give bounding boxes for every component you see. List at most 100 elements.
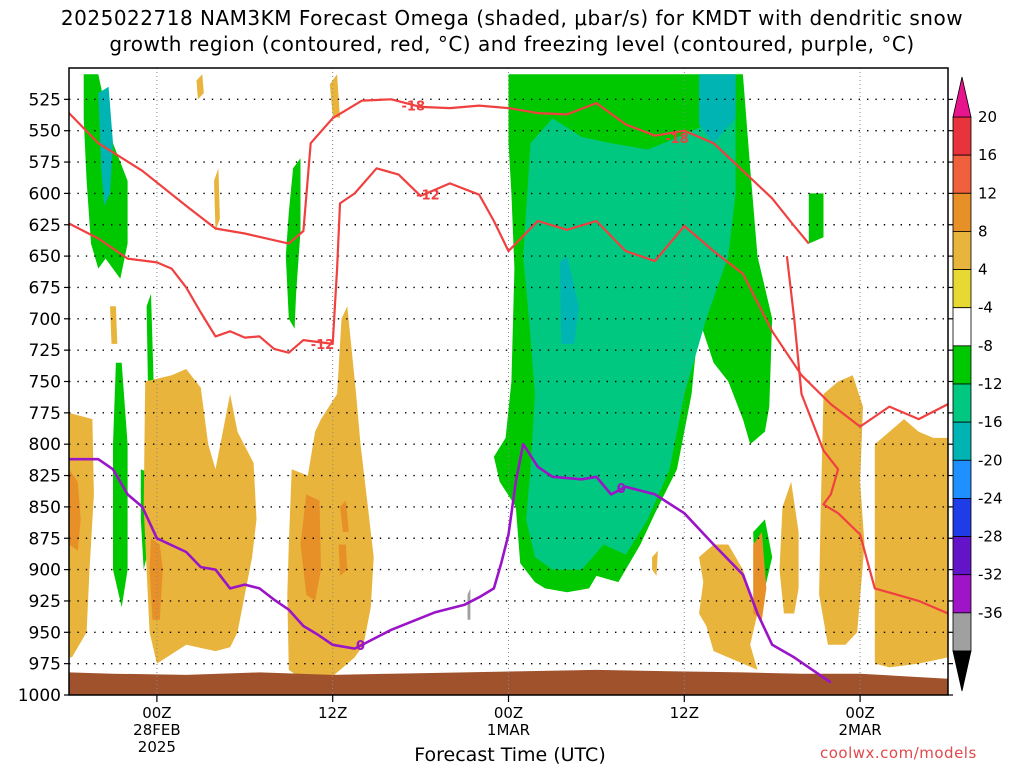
- omega-region-6: [808, 193, 824, 244]
- colorbar-bin-7: [952, 383, 972, 423]
- contour-isotherm-2: [785, 255, 948, 615]
- omega-region-13: [143, 369, 257, 664]
- colorbar-label-6: -8: [978, 337, 993, 355]
- omega-region-21: [819, 375, 865, 645]
- colorbar-label-12: -32: [978, 566, 1003, 584]
- xlabel-0-1: 28FEB: [133, 721, 180, 739]
- omega-region-26: [300, 494, 321, 601]
- ylabel-650: 650: [29, 247, 61, 267]
- colorbar-label-4: 4: [978, 261, 988, 279]
- omega-region-24: [69, 469, 81, 551]
- omega-region-1: [146, 293, 154, 394]
- xlabel-2-0: 00Z: [494, 704, 523, 722]
- colorbar-bin-8: [952, 421, 972, 461]
- colorbar-bin-3: [952, 231, 972, 270]
- omega-region-11: [699, 74, 736, 144]
- ylabel-550: 550: [29, 122, 61, 142]
- ylabel-775: 775: [29, 404, 61, 424]
- ylabel-850: 850: [29, 498, 61, 518]
- omega-region-20: [779, 481, 799, 614]
- chart-title-line1: 2025022718 NAM3KM Forecast Omega (shaded…: [60, 6, 964, 30]
- colorbar-bin-13: [952, 612, 972, 652]
- colorbar-bottom-arrow: [952, 650, 972, 692]
- contour-label-5: 0: [617, 482, 626, 497]
- omega-region-25: [149, 538, 163, 620]
- colorbar-bin-0: [952, 116, 972, 156]
- ylabel-575: 575: [29, 153, 61, 173]
- omega-region-4: [285, 158, 301, 329]
- xlabel-0-0: 00Z: [142, 704, 171, 722]
- omega-region-30: [467, 588, 471, 620]
- ylabel-875: 875: [29, 529, 61, 549]
- colorbar-label-1: 16: [978, 146, 997, 164]
- x-axis-title: Forecast Time (UTC): [414, 744, 606, 766]
- ylabel-925: 925: [29, 592, 61, 612]
- ylabel-725: 725: [29, 341, 61, 361]
- omega-region-10: [559, 256, 579, 344]
- colorbar-label-10: -24: [978, 489, 1003, 507]
- ylabel-525: 525: [29, 90, 61, 110]
- contour-label-1: -18: [665, 132, 689, 147]
- omega-region-22: [874, 419, 948, 668]
- contour-label-0: -18: [402, 100, 426, 115]
- colorbar-label-8: -16: [978, 413, 1003, 431]
- colorbar-bin-11: [952, 536, 972, 576]
- ylabel-1000: 1000: [18, 686, 61, 706]
- colorbar-bin-4: [952, 269, 972, 309]
- colorbar-label-9: -20: [978, 451, 1003, 469]
- ylabel-800: 800: [29, 435, 61, 455]
- ylabel-825: 825: [29, 467, 61, 487]
- ylabel-625: 625: [29, 216, 61, 236]
- plot-content: -18 -18 -12 -12 0 0: [69, 68, 948, 695]
- colorbar-bin-5: [952, 307, 972, 347]
- omega-region-28: [338, 544, 348, 576]
- omega-region-15: [196, 74, 204, 100]
- ylabel-750: 750: [29, 373, 61, 393]
- omega-region-16: [329, 74, 340, 119]
- colorbar-bin-1: [952, 154, 972, 194]
- contour-freezing-3: [69, 442, 832, 684]
- omega-region-12: [69, 412, 94, 658]
- omega-region-8: [523, 118, 736, 570]
- colorbar-label-5: -4: [978, 299, 993, 317]
- ylabel-675: 675: [29, 278, 61, 298]
- ground-surface: [69, 669, 948, 695]
- xlabel-2-1: 1MAR: [487, 721, 530, 739]
- chart-title-line2: growth region (contoured, red, °C) and f…: [109, 32, 915, 56]
- ylabel-700: 700: [29, 310, 61, 330]
- xlabel-1-0: 12Z: [318, 704, 347, 722]
- contour-label-2: -12: [416, 189, 440, 204]
- credit-link[interactable]: coolwx.com/models: [820, 744, 977, 762]
- colorbar-label-2: 12: [978, 184, 997, 202]
- ylabel-975: 975: [29, 655, 61, 675]
- contour-label-4: 0: [356, 639, 365, 654]
- colorbar-bin-12: [952, 574, 972, 614]
- omega-region-18: [110, 306, 118, 344]
- colorbar-bin-6: [952, 345, 972, 385]
- colorbar-bin-9: [952, 459, 972, 499]
- colorbar-label-0: 20: [978, 108, 997, 126]
- colorbar-label-7: -12: [978, 375, 1003, 393]
- colorbar-bin-2: [952, 192, 972, 232]
- ylabel-900: 900: [29, 561, 61, 581]
- contour-label-3: -12: [311, 338, 335, 353]
- xlabel-0-2: 2025: [138, 738, 176, 756]
- ylabel-950: 950: [29, 623, 61, 643]
- ylabel-600: 600: [29, 184, 61, 204]
- colorbar-label-3: 8: [978, 222, 988, 240]
- omega-region-27: [340, 500, 349, 532]
- xlabel-3-0: 12Z: [670, 704, 699, 722]
- contour-isotherm-0: [69, 98, 810, 245]
- omega-region-23: [652, 550, 658, 576]
- colorbar-top-arrow: [952, 76, 972, 118]
- xlabel-4-0: 00Z: [845, 704, 874, 722]
- omega-region-29: [753, 532, 767, 620]
- omega-region-17: [214, 168, 220, 231]
- colorbar-label-13: -36: [978, 604, 1003, 622]
- omega-region-9: [98, 86, 113, 206]
- colorbar-bin-10: [952, 498, 972, 537]
- colorbar-label-11: -28: [978, 528, 1003, 546]
- xlabel-4-1: 2MAR: [839, 721, 882, 739]
- contour-isotherm-1: [69, 167, 948, 428]
